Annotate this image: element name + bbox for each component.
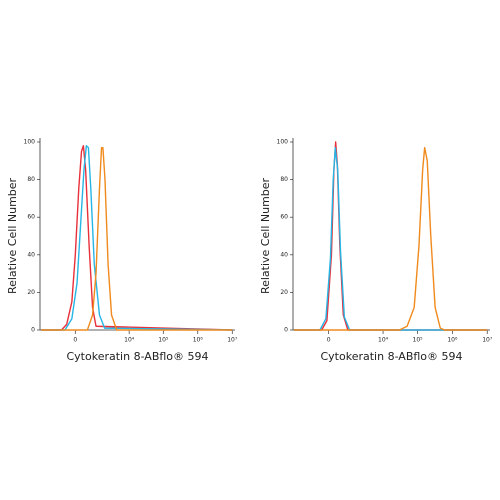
x-tick-label: 10⁶ [193, 337, 204, 344]
y-tick-label: 40 [27, 251, 35, 258]
x-tick-label: 10⁷ [227, 337, 238, 344]
x-tick-label: 10⁴ [124, 337, 135, 344]
x-tick-label: 10⁵ [158, 337, 169, 344]
y-tick-label: 40 [280, 251, 288, 258]
x-tick-label: 10⁴ [378, 337, 389, 344]
x-axis-title: Cytokeratin 8-ABflo® 594 [66, 350, 208, 363]
y-tick-label: 80 [27, 176, 35, 183]
histogram-curve [294, 141, 488, 331]
x-tick-label: 0 [73, 337, 77, 344]
y-tick-label: 0 [284, 327, 288, 334]
histogram-curve [41, 146, 233, 331]
y-tick-label: 60 [27, 214, 35, 221]
x-tick-label: 10⁷ [482, 337, 493, 344]
y-tick-label: 100 [277, 139, 289, 146]
histogram-panel: 0 20 40 60 80 100 0 10⁴ 10⁵ 10⁶ 10⁷ Cytokeratin 8-A… [259, 138, 493, 363]
y-tick-label: 100 [24, 139, 36, 146]
histogram-panel: 0 20 40 60 80 100 0 10⁴ 10⁵ 10⁶ 10⁷ Cytokeratin 8-A… [6, 138, 238, 363]
y-tick-label: 20 [27, 289, 35, 296]
histogram-curve [294, 146, 488, 331]
y-axis-title: Relative Cell Number [259, 177, 272, 294]
x-axis-title: Cytokeratin 8-ABflo® 594 [320, 350, 462, 363]
x-tick-label: 10⁵ [413, 337, 424, 344]
x-tick-label: 0 [327, 337, 331, 344]
histogram-curve [41, 145, 233, 331]
histogram-curve [41, 145, 233, 331]
x-tick-label: 10⁶ [447, 337, 458, 344]
y-tick-label: 0 [31, 327, 35, 334]
y-tick-label: 80 [280, 176, 288, 183]
y-tick-label: 60 [280, 214, 288, 221]
histogram-curve [294, 146, 488, 331]
y-axis-title: Relative Cell Number [6, 177, 19, 294]
y-tick-label: 20 [280, 289, 288, 296]
